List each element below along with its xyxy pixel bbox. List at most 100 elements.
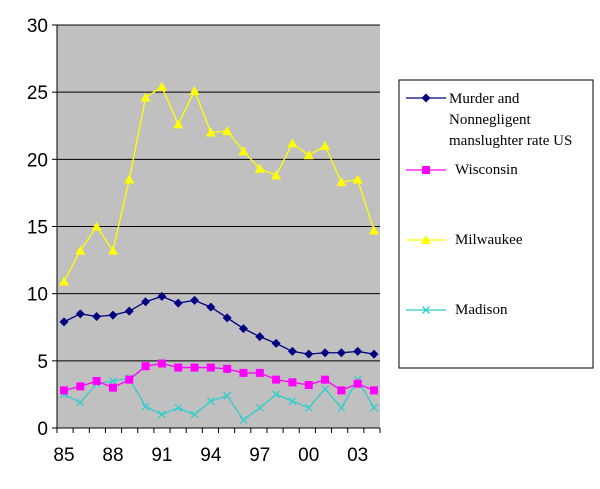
series-murder-and <box>59 291 379 359</box>
y-tick-label: 5 <box>37 352 48 373</box>
data-point <box>75 309 85 319</box>
data-point <box>336 177 347 187</box>
data-point <box>238 324 248 334</box>
y-axis-tick-labels: 0 5 10 15 20 25 30 <box>27 16 48 440</box>
series-milwaukee <box>59 81 379 286</box>
series-layer <box>59 81 379 424</box>
data-point <box>190 295 200 305</box>
data-point <box>287 346 297 356</box>
data-point <box>255 403 264 412</box>
y-tick-label: 15 <box>27 218 48 239</box>
data-point <box>124 306 134 316</box>
y-tick-label: 10 <box>27 285 48 306</box>
data-point <box>239 368 248 377</box>
data-point <box>173 119 184 129</box>
data-point <box>272 390 281 399</box>
legend: Murder and Nonnegligent manslughter rate U… <box>398 79 594 369</box>
data-point <box>287 138 298 148</box>
data-point <box>92 312 102 322</box>
x-tick-label: 88 <box>102 445 123 466</box>
x-axis-tick-labels: 85 88 91 94 97 00 03 <box>53 445 368 466</box>
y-tick-label: 30 <box>27 16 48 37</box>
data-point <box>189 85 200 95</box>
gridlines <box>52 24 380 429</box>
legend-label: Wisconsin <box>455 162 518 178</box>
data-point <box>76 382 85 391</box>
data-point <box>353 379 362 388</box>
data-point <box>141 362 150 371</box>
legend-label: manslughter rate US <box>449 133 572 149</box>
data-point <box>337 403 346 412</box>
data-point <box>255 332 265 342</box>
data-point <box>141 402 150 411</box>
data-point <box>205 127 216 137</box>
data-point <box>223 391 232 400</box>
data-point <box>238 146 249 156</box>
data-point <box>303 150 314 160</box>
x-tick-label: 91 <box>151 445 172 466</box>
data-point <box>370 403 378 412</box>
data-point <box>92 376 101 385</box>
data-point <box>320 140 331 150</box>
y-tick-label: 0 <box>37 419 48 440</box>
data-point <box>288 397 297 406</box>
data-point <box>421 93 431 103</box>
data-point <box>353 346 363 356</box>
data-point <box>108 377 117 385</box>
legend-label: Murder and <box>449 91 520 107</box>
x-tick-label: 03 <box>347 445 368 466</box>
data-point <box>59 276 69 286</box>
data-point <box>369 349 379 359</box>
legend-item: Wisconsin <box>406 162 518 178</box>
data-point <box>271 338 281 348</box>
x-tick-label: 94 <box>200 445 222 466</box>
legend-item: Murder and Nonnegligent manslughter rate U… <box>406 91 572 149</box>
data-point <box>222 126 233 136</box>
data-point <box>174 363 183 372</box>
data-point <box>223 364 232 373</box>
data-point <box>60 386 68 395</box>
data-point <box>337 386 346 395</box>
series-madison <box>60 374 378 424</box>
data-point <box>157 410 166 419</box>
legend-item: Milwaukee <box>406 232 523 248</box>
data-point <box>352 174 363 184</box>
data-point <box>272 375 281 384</box>
data-point <box>421 235 431 244</box>
data-point <box>422 306 430 314</box>
data-point <box>76 398 85 407</box>
data-point <box>288 378 297 387</box>
y-tick-label: 25 <box>27 83 48 104</box>
data-point <box>304 381 313 390</box>
legend-label: Milwaukee <box>455 232 523 248</box>
legend-label: Nonnegligent <box>449 112 531 128</box>
data-point <box>174 403 183 412</box>
data-point <box>140 92 151 102</box>
data-point <box>271 170 282 180</box>
data-point <box>157 359 166 368</box>
axes <box>56 25 381 433</box>
data-point <box>206 397 215 406</box>
data-point <box>125 375 134 384</box>
data-point <box>75 245 86 255</box>
data-point <box>107 245 118 255</box>
y-tick-label: 20 <box>27 150 48 171</box>
data-point <box>255 368 264 377</box>
x-tick-label: 85 <box>53 445 74 466</box>
data-point <box>190 410 199 419</box>
data-point <box>59 317 69 327</box>
data-point <box>156 81 167 91</box>
data-point <box>91 221 102 231</box>
data-point <box>336 348 346 358</box>
data-point <box>206 363 215 372</box>
data-point <box>304 403 313 412</box>
legend-label: Madison <box>455 302 508 318</box>
data-point <box>157 291 167 301</box>
data-point <box>141 297 151 307</box>
data-point <box>321 375 330 384</box>
data-point <box>370 386 378 395</box>
data-point <box>239 415 248 424</box>
x-tick-label: 97 <box>249 445 270 466</box>
data-point <box>222 313 232 323</box>
